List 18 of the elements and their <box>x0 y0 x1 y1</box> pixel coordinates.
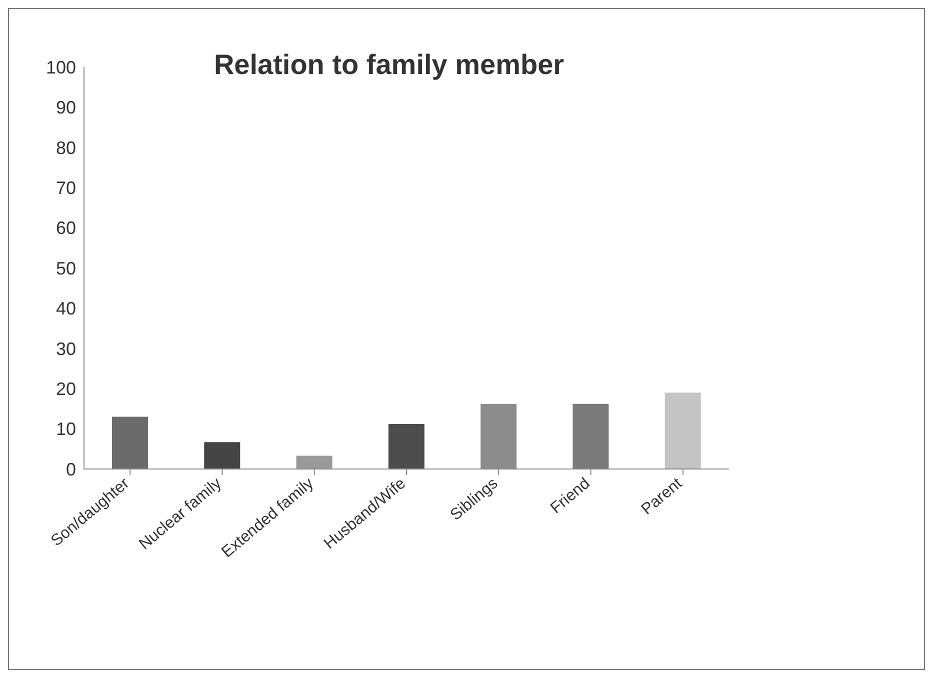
bar <box>664 392 701 469</box>
y-tick-label: 100 <box>46 57 76 78</box>
y-tick-label: 90 <box>56 98 76 118</box>
bar <box>112 416 148 469</box>
bar <box>204 442 240 469</box>
y-tick-label: 0 <box>66 459 76 480</box>
bar <box>296 456 332 469</box>
bar <box>388 424 424 469</box>
y-tick-label: 50 <box>56 258 76 278</box>
y-tick-label: 20 <box>56 378 76 399</box>
y-tick-label: 70 <box>56 178 76 198</box>
chart-title: Relation to family member <box>214 49 564 80</box>
bar <box>572 404 609 469</box>
y-tick-label: 60 <box>56 218 76 238</box>
y-tick-label: 10 <box>56 419 76 440</box>
y-tick-label: 40 <box>56 298 76 319</box>
y-tick-label: 30 <box>56 338 76 359</box>
y-tick-label: 80 <box>56 138 76 158</box>
